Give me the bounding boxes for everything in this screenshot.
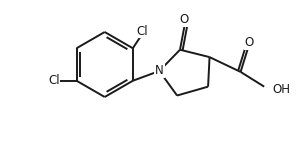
Text: Cl: Cl (48, 74, 60, 87)
Text: O: O (180, 13, 189, 26)
Text: O: O (245, 36, 254, 49)
Text: OH: OH (272, 83, 291, 96)
Text: N: N (155, 64, 164, 78)
Text: Cl: Cl (137, 25, 148, 38)
